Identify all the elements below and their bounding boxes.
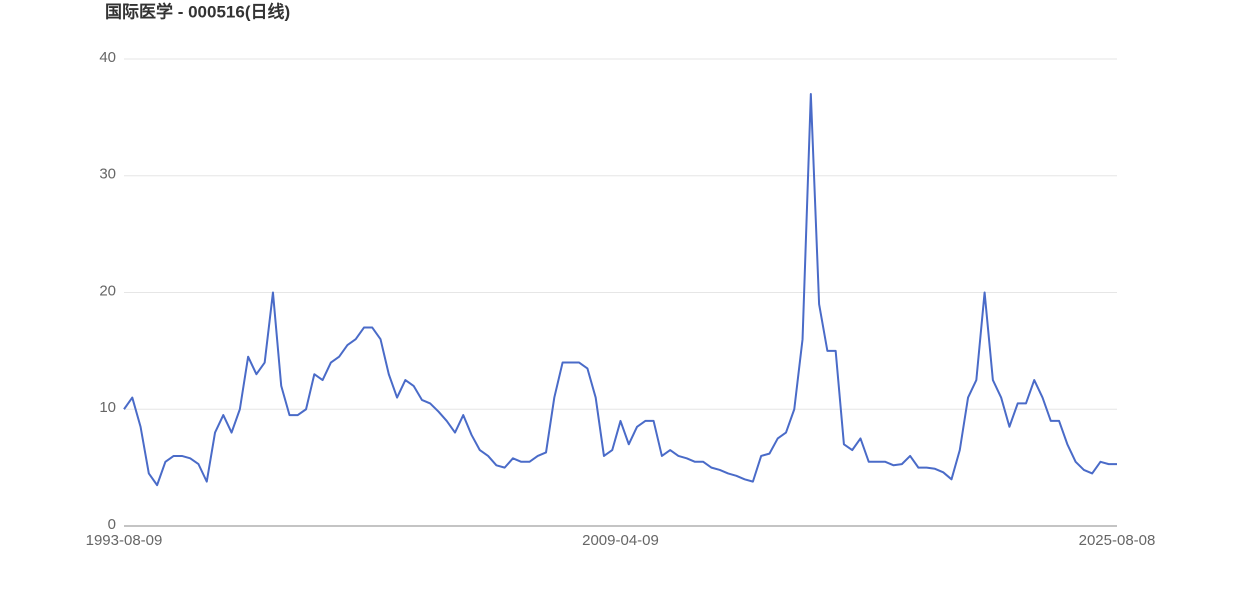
price-line [123, 93, 1117, 487]
y-tick-label: 40 [99, 49, 116, 66]
x-tick-label: 1993-08-09 [86, 532, 163, 549]
chart-title: 国际医学 - 000516(日线) [105, 1, 290, 21]
x-tick-label: 2025-08-08 [1079, 532, 1156, 549]
y-tick-label: 30 [99, 166, 116, 183]
y-tick-label: 10 [99, 399, 116, 416]
y-tick-label: 20 [99, 282, 116, 299]
y-tick-label: 0 [108, 516, 116, 533]
x-tick-label: 2009-04-09 [582, 532, 659, 549]
